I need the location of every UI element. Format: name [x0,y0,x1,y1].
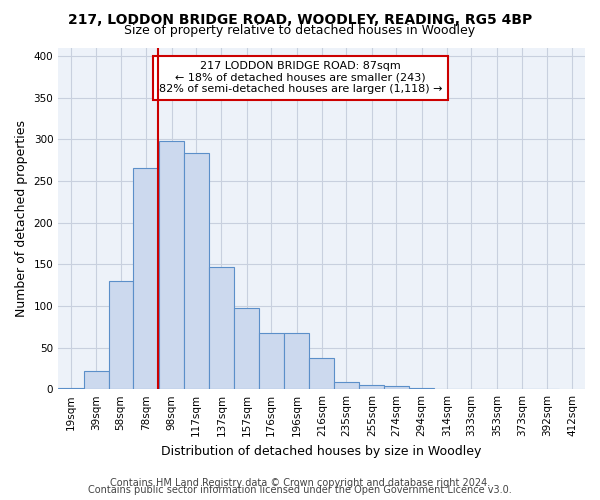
Text: Contains HM Land Registry data © Crown copyright and database right 2024.: Contains HM Land Registry data © Crown c… [110,478,490,488]
Bar [384,386,409,389]
Bar [133,168,159,389]
Y-axis label: Number of detached properties: Number of detached properties [15,120,28,317]
Bar [409,388,434,389]
Bar [58,388,83,389]
Bar [109,281,133,389]
Bar [259,332,284,389]
Bar [359,385,384,389]
Bar [159,141,184,389]
Bar [334,382,359,389]
Bar [234,308,259,389]
Text: 217, LODDON BRIDGE ROAD, WOODLEY, READING, RG5 4BP: 217, LODDON BRIDGE ROAD, WOODLEY, READIN… [68,12,532,26]
Bar [83,371,109,389]
Text: Contains public sector information licensed under the Open Government Licence v3: Contains public sector information licen… [88,485,512,495]
Bar [310,358,334,389]
Bar [209,266,234,389]
Bar [184,154,209,389]
X-axis label: Distribution of detached houses by size in Woodley: Distribution of detached houses by size … [161,444,482,458]
Bar [284,332,310,389]
Text: Size of property relative to detached houses in Woodley: Size of property relative to detached ho… [124,24,476,37]
Text: 217 LODDON BRIDGE ROAD: 87sqm
← 18% of detached houses are smaller (243)
82% of : 217 LODDON BRIDGE ROAD: 87sqm ← 18% of d… [159,61,442,94]
